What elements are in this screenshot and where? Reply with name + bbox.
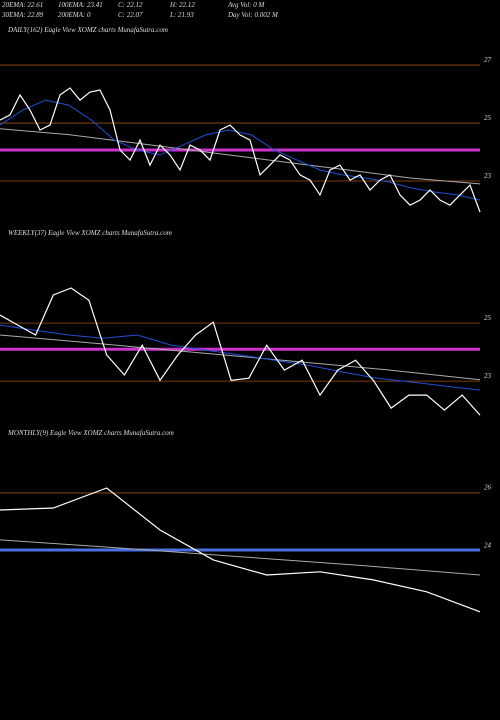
y-tick-label: 25 (484, 314, 492, 322)
y-tick-label: 23 (484, 372, 492, 380)
panel-label: WEEKLY(37) Eagle View XOMZ charts Munafa… (8, 229, 172, 237)
header-stat: C: 22.12 (118, 1, 143, 9)
panel-label: DAILY(162) Eagle View XOMZ charts Munafa… (7, 26, 168, 34)
panel-label: MONTHLY(9) Eagle View XOMZ charts Munafa… (7, 429, 174, 437)
price-line (0, 487, 481, 613)
y-tick-label: 24 (484, 542, 492, 550)
y-tick-label: 26 (484, 484, 492, 492)
header-stat: Day Vol: 0.002 M (227, 11, 279, 19)
header-stat: L: 21.93 (169, 11, 194, 19)
header-stat: 200EMA: 0 (58, 11, 91, 19)
header-stat: 100EMA: 23.41 (58, 1, 103, 9)
y-tick-label: 27 (484, 56, 492, 64)
price-line (0, 99, 481, 201)
price-line (0, 87, 481, 213)
header-stat: 20EMA: 22.61 (2, 1, 43, 9)
y-tick-label: 23 (484, 172, 492, 180)
price-line (0, 334, 481, 381)
header-stat: Avg Vol: 0 M (227, 1, 266, 9)
price-line (0, 128, 481, 185)
price-line (0, 324, 481, 391)
price-line (0, 287, 481, 416)
y-tick-label: 25 (484, 114, 492, 122)
header-stat: H: 22.12 (169, 1, 195, 9)
header-stat: 30EMA: 22.89 (1, 11, 44, 19)
header-stat: C: 22.07 (118, 11, 143, 19)
price-line (0, 539, 481, 576)
